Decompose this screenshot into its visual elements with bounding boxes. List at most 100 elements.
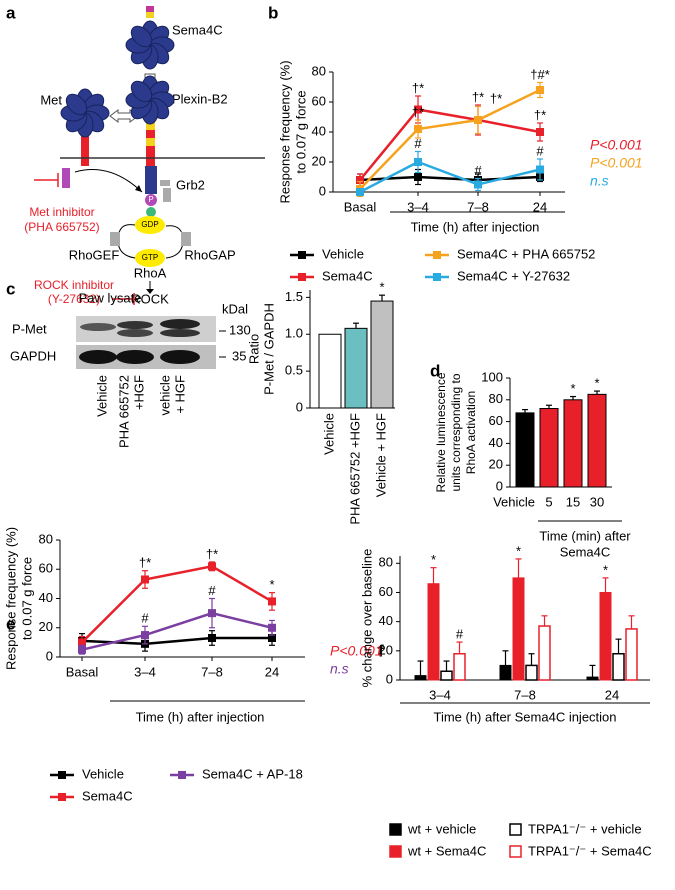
adaptor-shape <box>160 180 170 186</box>
error-bar <box>353 322 359 329</box>
point <box>536 128 544 136</box>
lane-label: + HGF <box>172 375 187 414</box>
legend-label: wt + Sema4C <box>407 843 486 858</box>
point <box>268 623 276 632</box>
bar <box>414 675 427 681</box>
point <box>356 176 364 184</box>
y-tick-label: 80 <box>489 391 503 406</box>
y-axis-label: Response frequency (%) <box>277 60 292 203</box>
inhibitor-label: (Y-27632) <box>48 292 100 306</box>
error-bar <box>594 390 600 395</box>
point <box>208 562 216 571</box>
error-bar <box>546 404 552 409</box>
error-bar <box>528 653 535 666</box>
y-axis-label: units corresponding to <box>449 373 463 491</box>
receptor-domain <box>146 130 155 138</box>
receptor-domain <box>146 146 155 166</box>
y-tick-label: 0 <box>319 183 326 198</box>
error-bar <box>515 558 522 578</box>
band <box>117 321 153 329</box>
legend-label: TRPA1⁻/⁻ + vehicle <box>528 821 642 836</box>
bar <box>499 664 512 681</box>
band <box>160 329 200 337</box>
x-tick-label: 7–8 <box>514 687 536 702</box>
y-axis-label: % change over baseline <box>359 549 374 688</box>
y-tick-label: 20 <box>379 642 393 657</box>
bar <box>427 583 440 681</box>
panel-label: b <box>268 3 278 22</box>
adaptor-label: Grb2 <box>176 177 205 192</box>
p-value: n.s <box>330 661 349 677</box>
gdp-label: GDP <box>141 220 158 229</box>
significance-marker: # <box>141 611 149 626</box>
arrow-head <box>146 289 154 294</box>
series-line <box>81 565 273 644</box>
legend-marker <box>433 251 441 259</box>
x-tick-label: Basal <box>66 664 99 679</box>
y-tick-label: 20 <box>39 619 53 634</box>
error-bar <box>522 409 528 413</box>
x-tick-label: Vehicle <box>321 413 336 455</box>
legend-label: TRPA1⁻/⁻ + Sema4C <box>528 843 652 858</box>
significance-marker: †* <box>472 89 484 104</box>
legend-label: Sema4C <box>82 788 133 803</box>
point <box>474 116 482 124</box>
significance-marker: # <box>456 627 464 642</box>
bar <box>539 408 559 488</box>
x-axis-label: Sema4C <box>560 544 611 559</box>
gtp-label: GTP <box>142 253 158 262</box>
legend-marker <box>58 793 66 801</box>
y-tick-label: 40 <box>489 435 503 450</box>
petal <box>65 93 88 116</box>
bar <box>318 333 342 409</box>
x-tick-label: 3–4 <box>134 664 156 679</box>
series-line <box>359 160 541 194</box>
error-bar <box>541 615 548 627</box>
error-bar <box>430 567 437 584</box>
y-tick-label: 60 <box>379 584 393 599</box>
lane-label: vehicle <box>157 375 172 415</box>
point <box>208 609 216 618</box>
x-tick-label: PHA 665752 +HGF <box>347 413 362 525</box>
y-axis-label: P-Met / GAPDH <box>261 303 276 395</box>
blot-title: Paw lysate <box>79 290 142 305</box>
band <box>80 323 116 331</box>
gap-shape <box>181 232 191 246</box>
inhibitor-label: ROCK inhibitor <box>34 278 114 292</box>
adaptor-shape <box>163 188 171 202</box>
bar <box>525 664 538 681</box>
point <box>268 597 276 606</box>
point <box>141 575 149 584</box>
bar <box>599 591 612 681</box>
phospho-label: P <box>148 195 153 204</box>
receptor-domain <box>146 122 155 130</box>
error-bar <box>443 660 450 672</box>
legend-label: Sema4C + PHA 665752 <box>457 246 595 261</box>
x-tick-label: 24 <box>533 199 547 214</box>
legend-marker <box>58 771 66 779</box>
point <box>141 631 149 640</box>
lane-label: +HGF <box>131 375 146 410</box>
receptor-label: Plexin-B2 <box>172 91 228 106</box>
legend-swatch <box>509 823 522 836</box>
bar <box>440 670 453 681</box>
point <box>414 105 422 114</box>
phospho-site <box>145 194 157 206</box>
x-tick-label: 15 <box>566 494 580 509</box>
legend-swatch <box>389 845 402 858</box>
y-tick-label: 20 <box>312 153 326 168</box>
gap-label: RhoGAP <box>184 247 235 262</box>
cycle-arrow <box>117 224 137 259</box>
y-tick-label: 100 <box>481 369 503 384</box>
x-tick-label: Vehicle + HGF <box>373 413 388 497</box>
y-tick-label: 40 <box>312 123 326 138</box>
band <box>160 319 200 329</box>
bar <box>512 577 525 681</box>
error-bar <box>615 638 622 654</box>
y-tick-label: 80 <box>39 531 53 546</box>
error-bar <box>570 395 576 400</box>
bar <box>587 393 607 488</box>
x-tick-label: 3–4 <box>429 687 451 702</box>
significance-marker: †* <box>412 104 424 119</box>
